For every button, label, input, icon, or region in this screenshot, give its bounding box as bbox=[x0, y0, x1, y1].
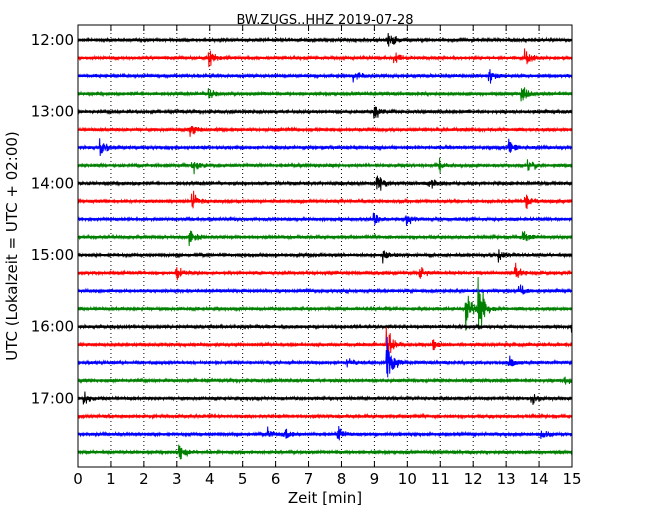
x-tick-label: 9 bbox=[370, 470, 380, 488]
trace-line bbox=[77, 284, 573, 295]
trace-line bbox=[77, 249, 573, 264]
trace-line bbox=[77, 190, 573, 210]
y-tick-label: 14:00 bbox=[31, 174, 74, 192]
x-tick-label: 0 bbox=[73, 470, 83, 488]
x-tick-label: 5 bbox=[238, 470, 248, 488]
x-tick-label: 13 bbox=[497, 470, 516, 488]
x-tick-label: 4 bbox=[205, 470, 215, 488]
y-tick-label: 12:00 bbox=[31, 31, 74, 49]
y-tick-label: 15:00 bbox=[31, 246, 74, 264]
x-tick-label: 2 bbox=[139, 470, 149, 488]
trace-line bbox=[77, 262, 573, 281]
chart-title: BW.ZUGS..HHZ 2019-07-28 bbox=[236, 13, 413, 28]
x-tick-label: 7 bbox=[304, 470, 314, 488]
trace-line bbox=[77, 230, 573, 247]
trace-line bbox=[77, 336, 573, 378]
x-tick-label: 8 bbox=[337, 470, 347, 488]
x-tick-label: 11 bbox=[431, 470, 450, 488]
x-tick-label: 15 bbox=[562, 470, 581, 488]
x-tick-label: 3 bbox=[172, 470, 182, 488]
y-tick-label: 17:00 bbox=[31, 389, 74, 407]
trace-line bbox=[77, 277, 573, 331]
x-tick-label: 1 bbox=[106, 470, 116, 488]
y-axis: 12:00 13:00 14:00 15:00 16:00 17:00 bbox=[31, 31, 572, 407]
x-tick-label: 6 bbox=[271, 470, 281, 488]
y-tick-label: 13:00 bbox=[31, 103, 74, 121]
y-tick-label: 16:00 bbox=[31, 318, 74, 336]
x-tick-label: 12 bbox=[464, 470, 483, 488]
x-tick-label: 14 bbox=[530, 470, 549, 488]
plot-frame bbox=[77, 24, 573, 468]
trace-group bbox=[77, 32, 573, 460]
x-axis: 0 1 2 3 4 5 6 7 8 9 10 11 12 13 14 15 bbox=[73, 25, 582, 488]
trace-line bbox=[77, 126, 573, 137]
y-axis-label: UTC (Lokalzeit = UTC + 02:00) bbox=[3, 131, 21, 361]
x-axis-label: Zeit [min] bbox=[288, 489, 362, 507]
x-tick-label: 10 bbox=[398, 470, 417, 488]
vertical-grid bbox=[110, 25, 540, 467]
